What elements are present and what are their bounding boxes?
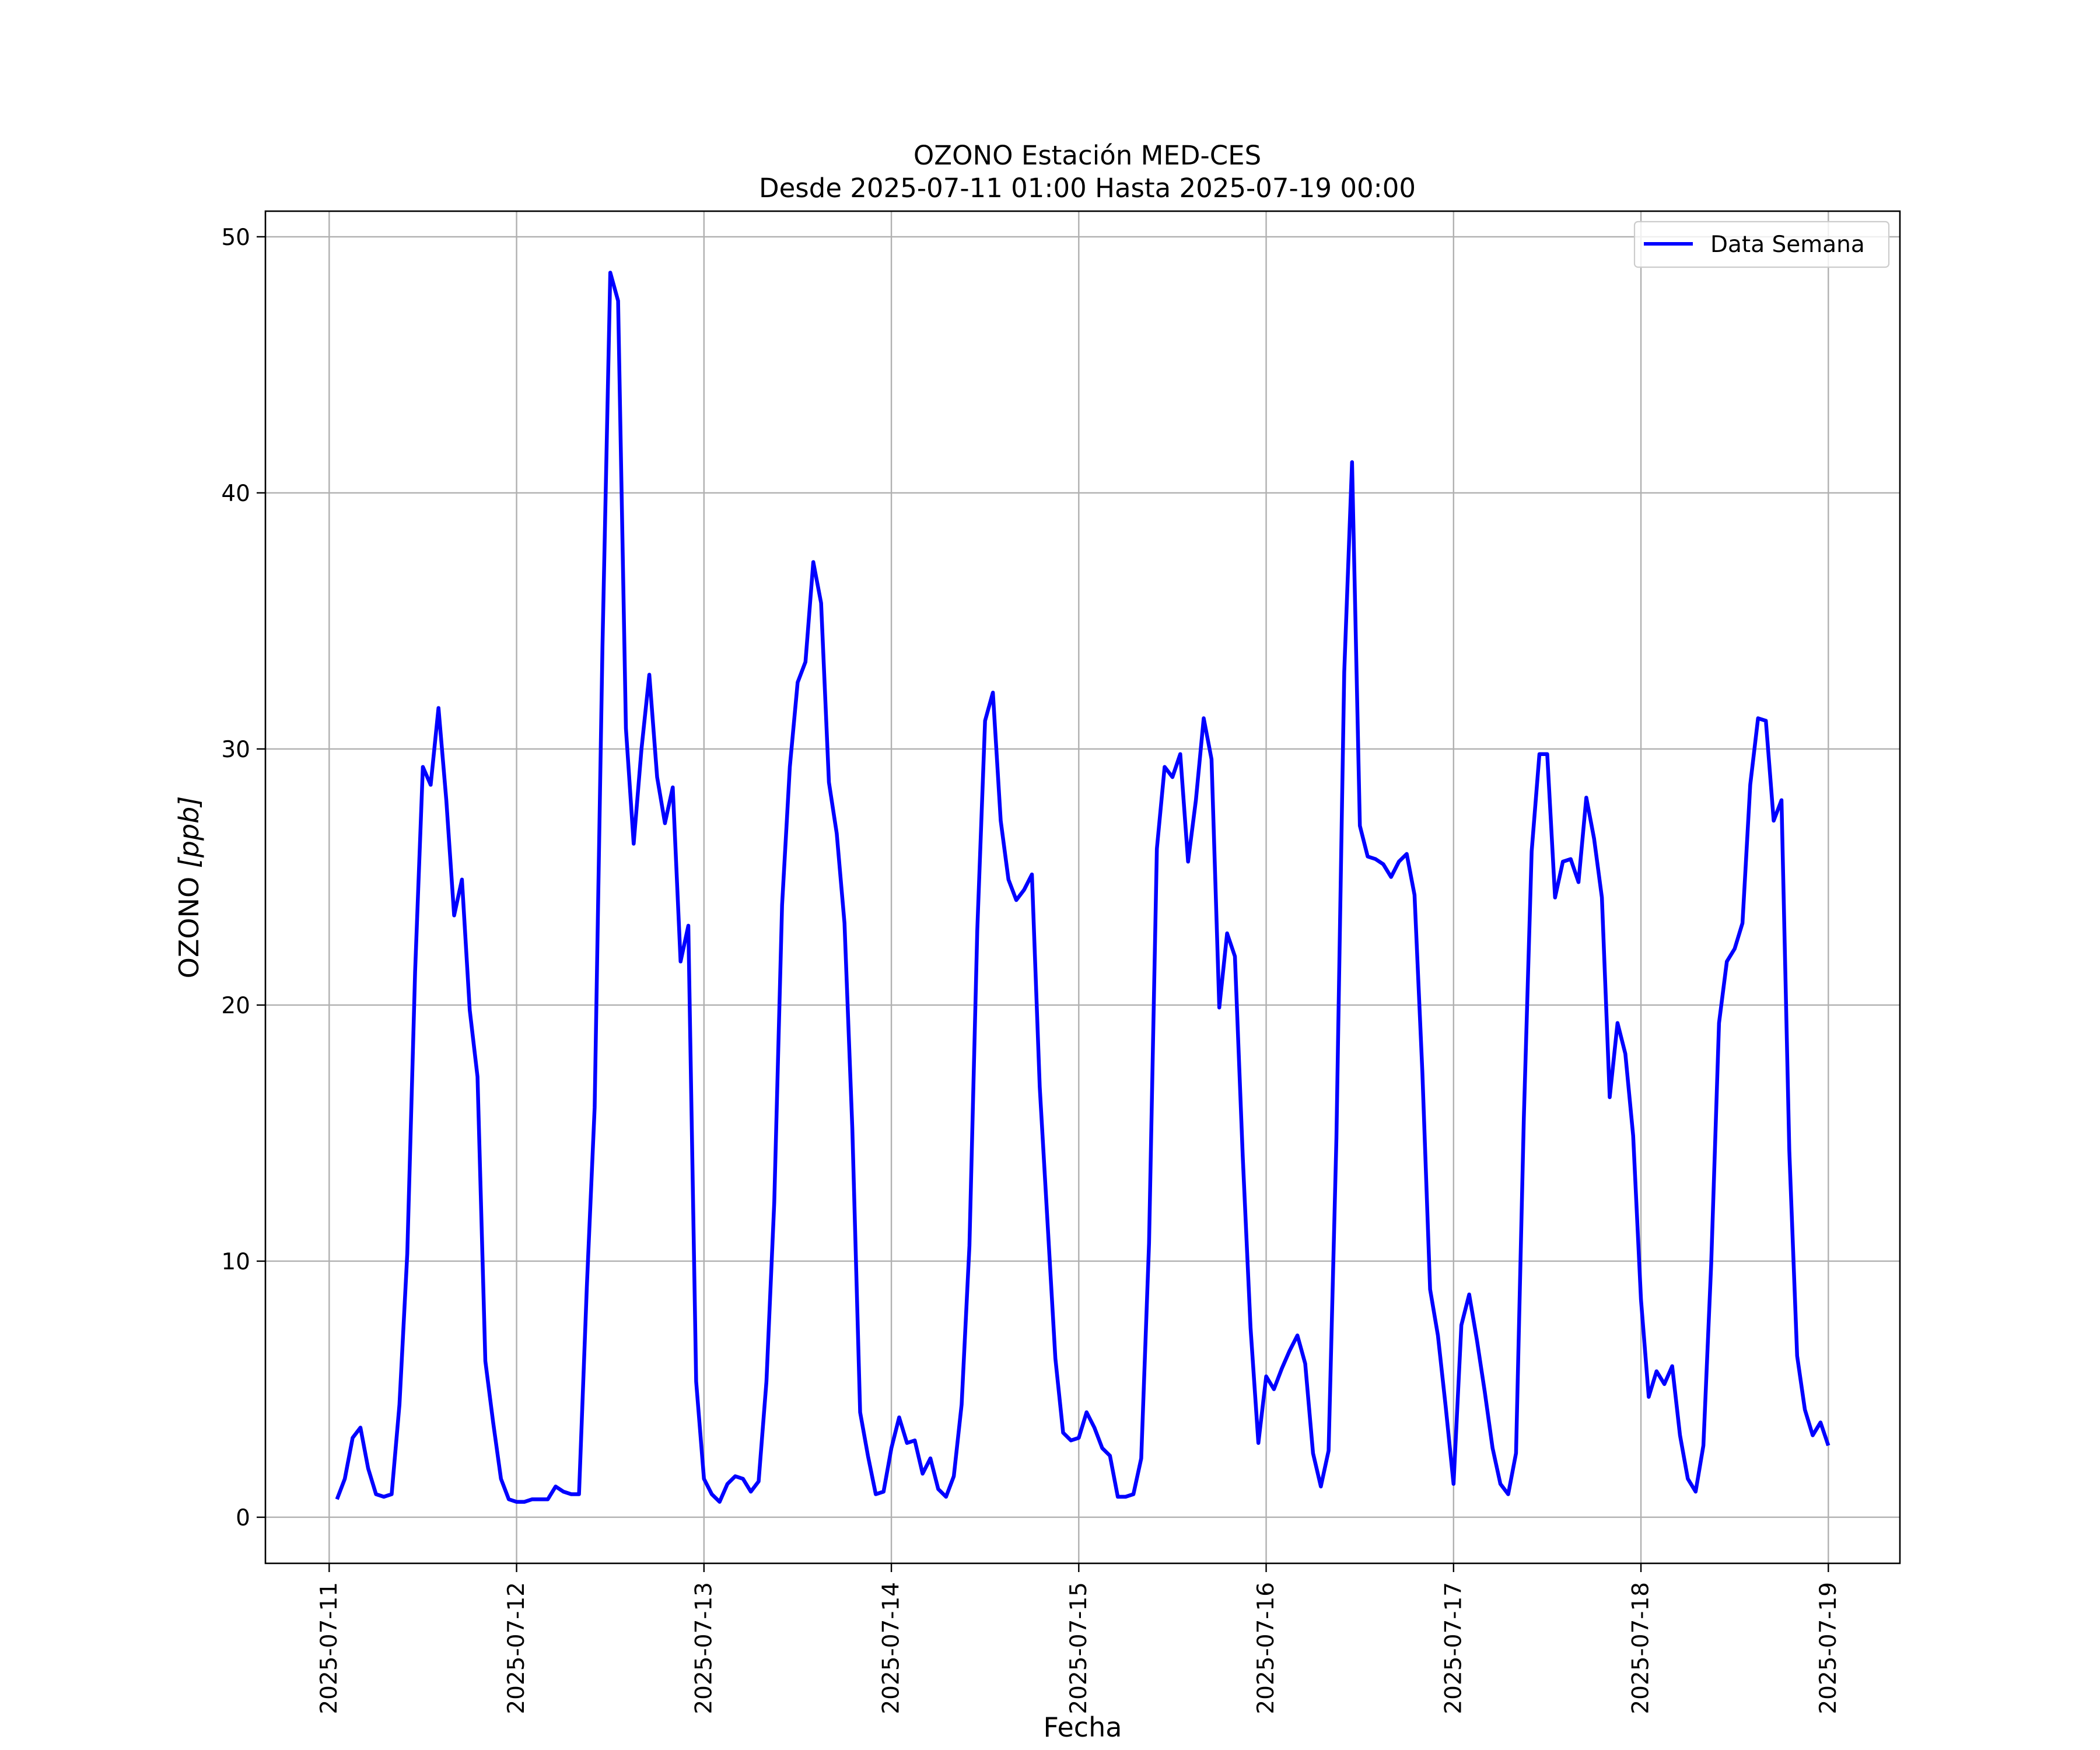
y-tick-label: 40 — [221, 481, 250, 507]
x-axis: 2025-07-11 2025-07-12 2025-07-13 2025-07-14… — [316, 1563, 1842, 1714]
legend-label: Data Semana — [1710, 232, 1865, 258]
x-tick-label: 2025-07-13 — [691, 1582, 717, 1714]
x-tick-label: 2025-07-17 — [1440, 1582, 1466, 1714]
legend: Data Semana — [1633, 220, 1890, 268]
y-axis-label-unit: [ppb] — [173, 796, 205, 869]
y-axis-label: OZONO [ppb] — [173, 796, 205, 979]
x-tick-label: 2025-07-14 — [878, 1582, 905, 1714]
y-tick-label: 0 — [236, 1505, 250, 1531]
y-gridlines — [265, 236, 1900, 1518]
chart-title: OZONO Estación MED-CES — [914, 140, 1261, 171]
y-tick-label: 30 — [221, 737, 250, 763]
x-tick-label: 2025-07-11 — [316, 1582, 342, 1714]
x-tick-label: 2025-07-16 — [1253, 1582, 1279, 1714]
y-tick-label: 20 — [221, 993, 250, 1019]
x-tick-label: 2025-07-15 — [1066, 1582, 1092, 1714]
series-layer — [335, 271, 1831, 1504]
x-tick-label: 2025-07-12 — [503, 1582, 530, 1714]
y-axis: 0 10 20 30 40 50 — [221, 225, 265, 1531]
y-tick-label: 10 — [221, 1249, 250, 1275]
x-tick-label: 2025-07-19 — [1815, 1582, 1842, 1714]
plot-area-frame — [264, 210, 1901, 1564]
x-tick-label: 2025-07-18 — [1628, 1582, 1654, 1714]
legend-box — [1633, 220, 1890, 268]
x-axis-label: Fecha — [1044, 1712, 1122, 1743]
y-tick-label: 50 — [221, 225, 250, 251]
chart-subtitle: Desde 2025-07-11 01:00 Hasta 2025-07-19 … — [759, 173, 1416, 204]
series-line-0 — [335, 271, 1831, 1504]
y-axis-label-text: OZONO — [173, 877, 205, 979]
x-gridlines — [328, 211, 1829, 1563]
